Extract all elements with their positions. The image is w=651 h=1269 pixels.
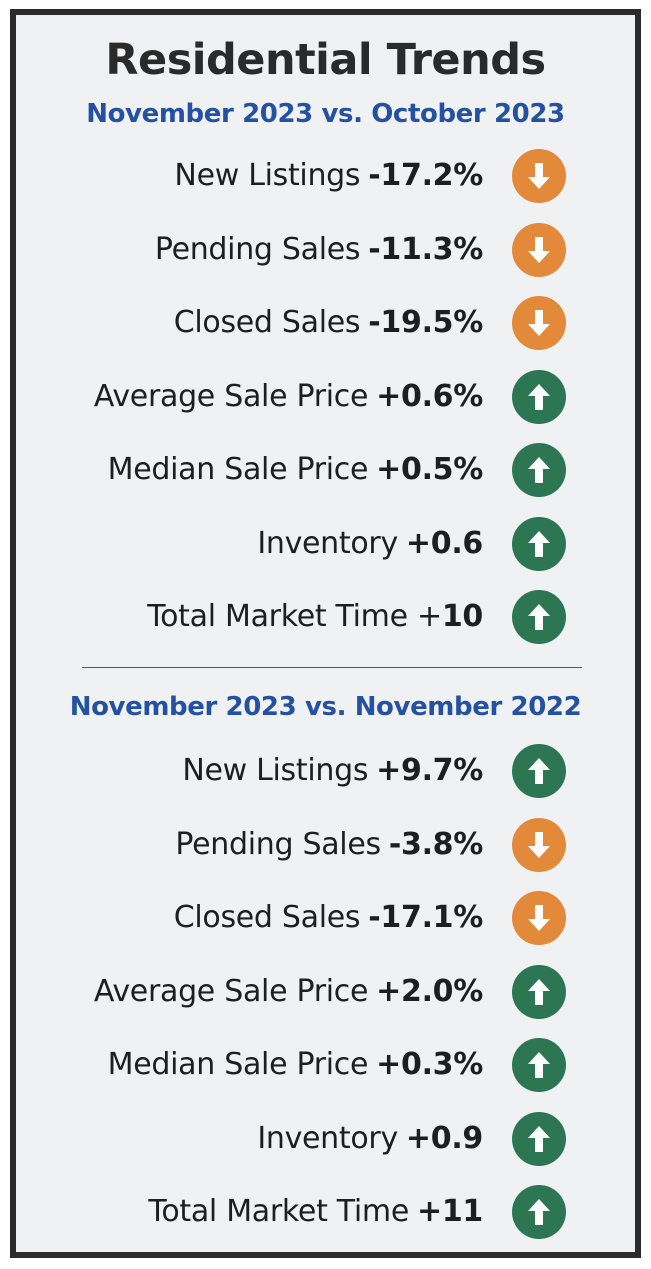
metric-label: Average Sale Price [93,378,369,414]
arrow-up-icon [512,369,566,424]
metrics-list-year-over-year: New Listings +9.7% Pending Sales -3.8% Clo… [16,734,635,1249]
metric-row: Median Sale Price +0.5% [16,433,635,507]
arrow-up-icon [512,744,566,798]
metric-value: +0.5% [376,452,483,488]
metric-value: +2.0% [376,973,483,1009]
metric-row: Inventory +0.9 [16,1102,635,1176]
metric-value: +0.3% [376,1047,483,1083]
metric-row: Pending Sales -11.3% [16,213,635,287]
arrow-up-icon [512,590,566,644]
metric-row: Median Sale Price +0.3% [16,1028,635,1102]
section-divider [82,667,582,668]
metric-label: Inventory [257,525,398,561]
metric-value: +11 [417,1194,483,1230]
metric-label: Median Sale Price [107,452,369,488]
section-heading-year-over-year: November 2023 vs. November 2022 [69,692,582,722]
metric-label: Closed Sales [173,305,361,341]
metric-label: New Listings [174,158,361,194]
metric-row: Average Sale Price +0.6% [16,360,635,434]
metric-row: Closed Sales -17.1% [16,881,635,955]
residential-trends-card: Residential Trends November 2023 vs. Oct… [10,9,641,1258]
metric-row: Total Market Time +10 [16,580,635,654]
arrow-up-icon [512,443,566,497]
arrow-down-icon [512,817,566,872]
metric-row: Closed Sales -19.5% [16,286,635,360]
metric-value: -19.5% [368,305,483,341]
metric-label: New Listings [182,753,369,789]
metric-row: New Listings +9.7% [16,734,635,808]
metric-row: Average Sale Price +2.0% [16,955,635,1029]
metric-value: -17.2% [368,158,483,194]
arrow-up-icon [512,1111,566,1166]
metric-value: 10 [441,599,483,635]
metric-row: Inventory +0.6 [16,507,635,581]
metric-label: Pending Sales [154,231,361,267]
arrow-up-icon [512,964,566,1019]
metric-label: Average Sale Price [93,973,369,1009]
arrow-down-icon [512,296,566,350]
metric-value: +0.9 [405,1120,483,1156]
metric-value: +0.6 [405,525,483,561]
metric-value: -17.1% [368,900,483,936]
metric-value: -11.3% [368,231,483,267]
arrow-down-icon [512,149,566,203]
page-title: Residential Trends [105,35,546,85]
metric-label: Pending Sales [175,826,381,862]
metric-label: Total Market Time [148,1194,409,1230]
metric-label: Closed Sales [173,900,361,936]
metric-value: +9.7% [376,753,483,789]
metric-row: Pending Sales -3.8% [16,808,635,882]
metric-value: +0.6% [376,378,483,414]
metric-label: Inventory [257,1120,398,1156]
metric-label: Total Market Time + [147,599,442,635]
section-heading-month-over-month: November 2023 vs. October 2023 [86,99,565,129]
metric-label: Median Sale Price [107,1047,369,1083]
arrow-up-icon [512,1185,566,1239]
arrow-down-icon [512,891,566,945]
arrow-down-icon [512,222,566,277]
metric-value: -3.8% [388,826,483,862]
metric-row: New Listings -17.2% [16,139,635,213]
metrics-list-month-over-month: New Listings -17.2% Pending Sales -11.3% C… [16,139,635,654]
metric-row: Total Market Time +11 [16,1175,635,1249]
arrow-up-icon [512,1038,566,1092]
arrow-up-icon [512,516,566,571]
